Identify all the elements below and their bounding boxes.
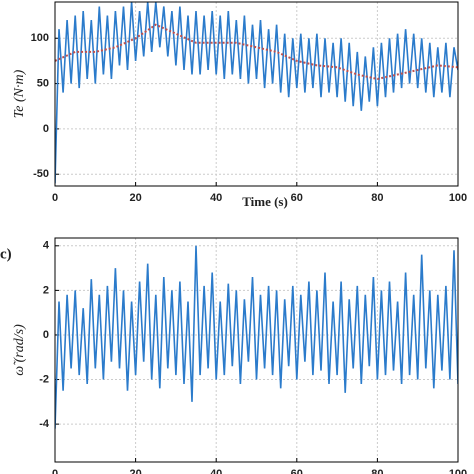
x-tick-label: 100	[449, 468, 467, 474]
plot-area	[55, 2, 458, 186]
x-tick-label: 80	[371, 192, 383, 204]
y-tick-label: -2	[39, 373, 49, 385]
data-line	[55, 23, 458, 81]
y-tick-label: 100	[31, 32, 49, 44]
y-tick-label: -50	[33, 168, 49, 180]
x-tick-label: 20	[129, 468, 141, 474]
y-tick-label: 0	[43, 123, 49, 135]
x-tick-label: 60	[291, 192, 303, 204]
x-tick-label: 40	[210, 468, 222, 474]
x-tick-label: 60	[291, 468, 303, 474]
x-tick-label: 80	[371, 468, 383, 474]
x-tick-label: 0	[52, 192, 58, 204]
y-axis-label: Te (N·m)	[12, 69, 27, 118]
y-tick-label: 2	[43, 284, 49, 296]
x-tick-label: 0	[52, 468, 58, 474]
data-line	[55, 245, 458, 429]
x-axis-label: Time (s)	[242, 194, 288, 209]
x-tick-label: 100	[449, 192, 467, 204]
data-line	[55, 2, 458, 184]
axes-frame	[54, 1, 459, 187]
x-tick-label: 20	[129, 192, 141, 204]
panel-label: c)	[0, 246, 12, 262]
y-axis-label: ω̃ (rad/s)	[12, 324, 27, 376]
y-tick-label: 0	[43, 329, 49, 341]
x-tick-label: 40	[210, 192, 222, 204]
y-tick-label: -4	[39, 418, 50, 430]
y-tick-label: 4	[43, 240, 50, 252]
plot-area	[55, 238, 458, 462]
axes-frame	[54, 237, 459, 463]
y-tick-label: 50	[37, 77, 49, 89]
